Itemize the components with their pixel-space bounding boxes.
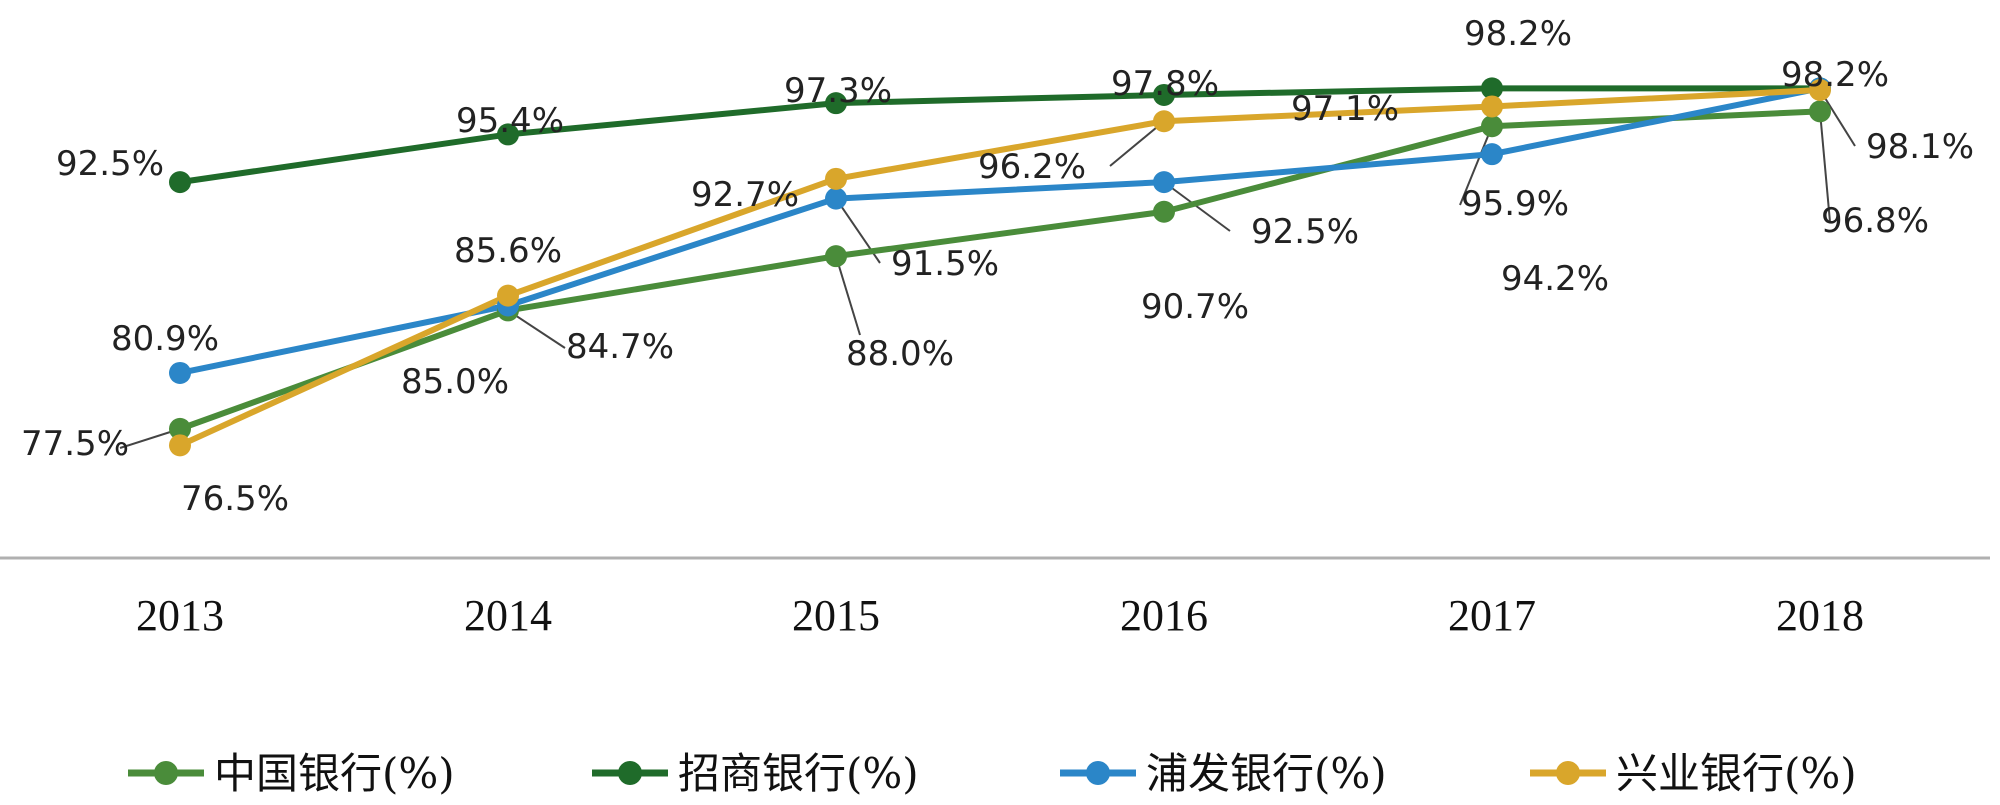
data-point — [169, 417, 191, 440]
data-label: 95.4% — [456, 101, 564, 141]
series-line — [179, 85, 1820, 186]
data-label: 96.8% — [1821, 201, 1929, 241]
data-point — [1153, 110, 1175, 133]
leader-line — [507, 309, 566, 349]
data-label: 92.7% — [691, 175, 799, 215]
data-label: 98.2% — [1464, 14, 1572, 54]
data-point — [1153, 200, 1175, 223]
data-point — [825, 167, 847, 190]
x-tick-label: 2013 — [136, 591, 224, 640]
series-line — [178, 108, 1821, 432]
data-point — [1481, 77, 1503, 100]
data-label: 85.6% — [454, 231, 562, 271]
data-label: 80.9% — [111, 319, 219, 359]
data-label: 85.0% — [401, 362, 509, 402]
x-tick-label: 2018 — [1776, 591, 1864, 640]
data-point — [1481, 115, 1503, 138]
leader-line — [1819, 89, 1856, 147]
data-point — [169, 361, 191, 384]
data-point — [497, 123, 519, 146]
legend-marker — [618, 761, 642, 785]
legend-label: 中国银行(%) — [214, 749, 455, 798]
series-lines — [178, 85, 1821, 449]
data-point — [825, 92, 847, 115]
series-line — [179, 85, 1821, 376]
data-point — [1481, 95, 1503, 118]
data-label: 97.8% — [1111, 64, 1219, 104]
data-label: 97.3% — [784, 71, 892, 111]
legend-label: 兴业银行(%) — [1616, 749, 1857, 798]
data-label: 98.1% — [1866, 127, 1974, 167]
data-label: 90.7% — [1141, 287, 1249, 327]
data-label-leader-lines — [119, 89, 1856, 449]
data-label: 97.1% — [1291, 89, 1399, 129]
data-point — [1153, 83, 1175, 106]
legend-marker — [1556, 761, 1580, 785]
leader-line — [1819, 111, 1831, 223]
legend-label: 招商银行(%) — [678, 749, 919, 798]
data-point — [825, 245, 847, 268]
legend-marker — [154, 761, 178, 785]
legend-label: 浦发银行(%) — [1146, 749, 1387, 798]
data-label: 92.5% — [1251, 212, 1359, 252]
data-label: 98.2% — [1781, 55, 1889, 95]
data-labels: 77.5% 84.7% 88.0% 90.7% 95.9% 96.8% 92.5% 95.4%… — [21, 14, 1974, 519]
data-point — [169, 171, 191, 194]
data-point — [497, 284, 519, 307]
data-label: 76.5% — [181, 479, 289, 519]
data-label: 92.5% — [56, 144, 164, 184]
data-point — [1809, 100, 1831, 123]
data-label: 84.7% — [566, 327, 674, 367]
leader-line — [1109, 120, 1165, 167]
data-point — [1481, 143, 1503, 166]
x-axis-tick-labels: 2013 2014 2015 2016 2017 2018 — [136, 591, 1864, 640]
data-label: 88.0% — [846, 334, 954, 374]
series-points — [169, 77, 1831, 457]
x-tick-label: 2017 — [1448, 591, 1536, 640]
data-label: 94.2% — [1501, 259, 1609, 299]
data-label: 95.9% — [1461, 184, 1569, 224]
legend: 中国银行(%) 招商银行(%) 浦发银行(%) 兴业银行(%) — [128, 749, 1857, 798]
data-label: 96.2% — [978, 147, 1086, 187]
data-point — [1809, 79, 1831, 102]
leader-line — [1459, 125, 1493, 206]
x-tick-label: 2014 — [464, 591, 552, 640]
leader-line — [1163, 181, 1231, 232]
x-tick-label: 2015 — [792, 591, 880, 640]
x-tick-label: 2016 — [1120, 591, 1208, 640]
data-label: 91.5% — [891, 244, 999, 284]
data-point — [825, 187, 847, 210]
series-line — [178, 87, 1821, 449]
legend-marker — [1086, 761, 1110, 785]
data-point — [169, 434, 191, 457]
data-point — [1153, 171, 1175, 194]
leader-line — [835, 255, 861, 336]
data-label: 77.5% — [21, 424, 129, 464]
